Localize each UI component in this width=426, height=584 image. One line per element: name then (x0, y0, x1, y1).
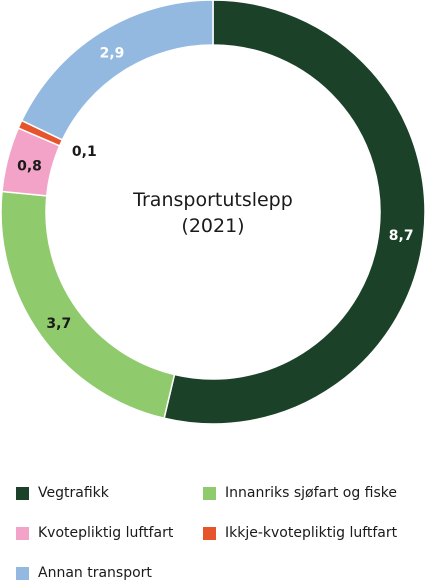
slice-vegtrafikk (163, 0, 426, 425)
legend-label: Annan transport (38, 565, 152, 581)
legend-swatch (16, 486, 29, 500)
data-labels: 8,7 3,7 0,8 0,1 2,9 (17, 46, 414, 333)
data-label-annan-transport: 2,9 (100, 46, 125, 62)
legend-item-innanriks-sjofart: Innanriks sjøfart og fiske (203, 485, 397, 501)
legend-label: Ikkje-kvotepliktig luftfart (225, 525, 398, 541)
legend-label: Vegtrafikk (38, 485, 109, 501)
legend: Vegtrafikk Innanriks sjøfart og fiske Kv… (0, 478, 426, 584)
center-subtitle: (2021) (181, 215, 244, 237)
legend-swatch (16, 526, 29, 540)
data-label-kvotepliktig-luftfart: 0,8 (17, 159, 42, 175)
legend-swatch (16, 566, 29, 580)
legend-swatch (203, 486, 216, 500)
donut-slices (0, 0, 426, 425)
legend-item-kvotepliktig-luftfart: Kvotepliktig luftfart (16, 525, 173, 541)
center-title: Transportutslepp (132, 189, 293, 211)
slice-innanriks-sjofart (0, 190, 176, 420)
data-label-ikkje-kvotepliktig-luftfart: 0,1 (72, 144, 97, 160)
legend-label: Innanriks sjøfart og fiske (225, 485, 398, 501)
donut-chart: 8,7 3,7 0,8 0,1 2,9 Transportutslepp (2021) (0, 0, 426, 425)
legend-item-annan-transport: Annan transport (16, 565, 152, 581)
legend-item-ikkje-kvotepliktig-luftfart: Ikkje-kvotepliktig luftfart (203, 525, 397, 541)
legend-item-vegtrafikk: Vegtrafikk (16, 485, 109, 501)
data-label-vegtrafikk: 8,7 (389, 228, 414, 244)
legend-swatch (203, 526, 216, 540)
legend-label: Kvotepliktig luftfart (38, 525, 174, 541)
data-label-innanriks-sjofart: 3,7 (46, 316, 71, 332)
slice-annan-transport (20, 0, 214, 141)
